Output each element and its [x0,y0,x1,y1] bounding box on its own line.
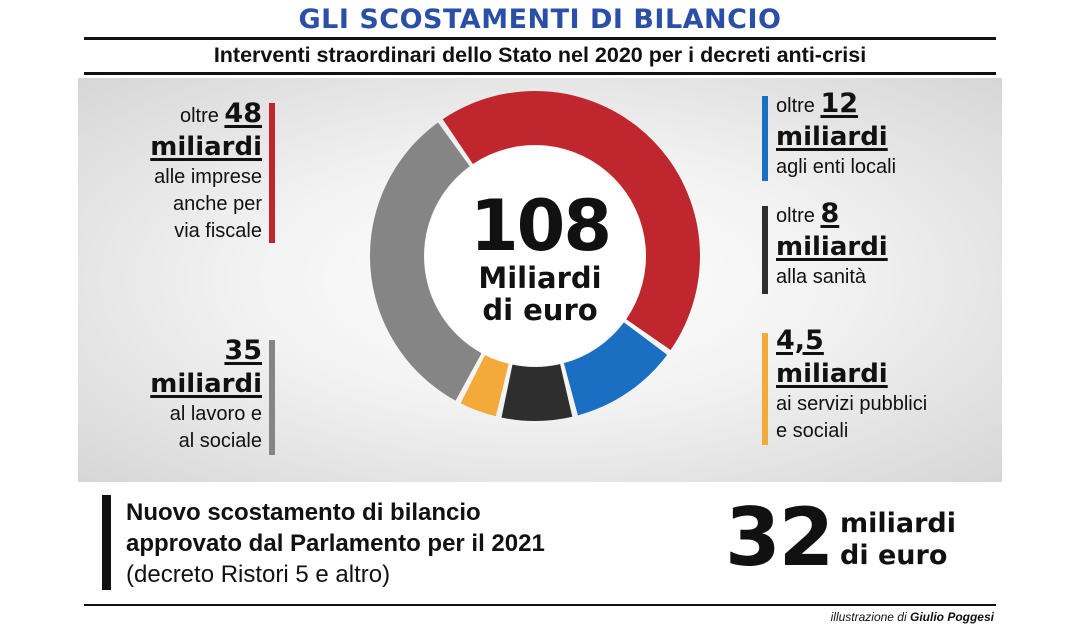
label-lavoro-unit: miliardi [150,369,262,399]
label-servizi-line1: ai servizi pubblici [776,393,928,415]
label-lavoro-value: 35 [224,335,262,366]
footer-amount-unit: miliardi di euro [840,508,956,572]
page-subtitle: Interventi straordinari dello Stato nel … [213,43,867,67]
total-unit: Miliardi di euro [440,262,640,326]
label-enti-value: 12 [820,88,859,119]
label-sanita-prefix: oltre [776,205,821,227]
footer-line3: (decreto Ristori 5 e altro) [126,561,391,588]
label-enti: oltre 12 miliardi agli enti locali [776,90,1006,181]
label-sanita: oltre 8 miliardi alla sanità [776,200,1006,291]
label-enti-bar [762,96,768,181]
label-imprese-bar [269,103,275,243]
label-lavoro: 35 miliardi al lavoro e al sociale [62,337,262,455]
donut-slice-lavoro-e-sociale [370,122,482,401]
donut-slice-enti-locali [563,322,668,416]
label-enti-prefix: oltre [776,95,821,117]
total-unit-line2: di euro [482,293,598,327]
footer-line2: approvato dal Parlamento per il 2021 [126,530,545,557]
illustration-credit: illustrazione di Giulio Poggesi [831,610,994,624]
credit-author: Giulio Poggesi [909,610,994,624]
label-sanita-line1: alla sanità [776,266,867,288]
label-servizi-line2: e sociali [776,420,849,442]
label-imprese-prefix: oltre [179,105,225,127]
label-imprese-value: 48 [224,98,262,129]
total-unit-line1: Miliardi [478,261,602,295]
footer-amount-unit1: miliardi [840,508,957,539]
donut-slice-sanità [501,364,573,421]
subtitle-rule [84,72,996,75]
label-imprese-line1: alle imprese [154,166,262,188]
footer-rule [84,604,996,606]
donut-slice-imprese [442,90,700,351]
label-sanita-bar [762,206,768,294]
label-imprese-unit: miliardi [150,132,262,162]
label-servizi-bar [762,333,768,445]
donut-hole [425,146,645,366]
footer-text: Nuovo scostamento di bilancio approvato … [126,497,545,590]
label-imprese-line3: via fiscale [174,220,262,242]
label-servizi-unit: miliardi [776,359,888,389]
label-servizi-value: 4,5 [776,325,824,356]
label-enti-unit: miliardi [776,122,888,152]
footer-amount-unit2: di euro [840,540,948,571]
title-rule [84,37,996,40]
label-enti-line1: agli enti locali [776,156,897,178]
donut-chart [370,90,700,421]
label-lavoro-line1: al lavoro e [169,403,262,425]
credit-prefix: illustrazione di [830,610,910,624]
footer-amount: 32 [725,491,834,584]
label-lavoro-line2: al sociale [178,430,262,452]
page-title: GLI SCOSTAMENTI DI BILANCIO [298,4,782,35]
label-sanita-unit: miliardi [776,232,888,262]
donut-slice-servizi-pubblici-e-sociali [460,355,509,417]
label-imprese: oltre 48 miliardi alle imprese anche per… [62,100,262,245]
label-lavoro-bar [269,340,275,455]
total-value: 108 [469,185,612,267]
label-imprese-line2: anche per [173,193,262,215]
footer-accent-bar [102,495,111,590]
footer-line1: Nuovo scostamento di bilancio [126,499,481,526]
label-servizi: 4,5 miliardi ai servizi pubblici e socia… [776,327,1006,445]
label-sanita-value: 8 [820,198,840,229]
